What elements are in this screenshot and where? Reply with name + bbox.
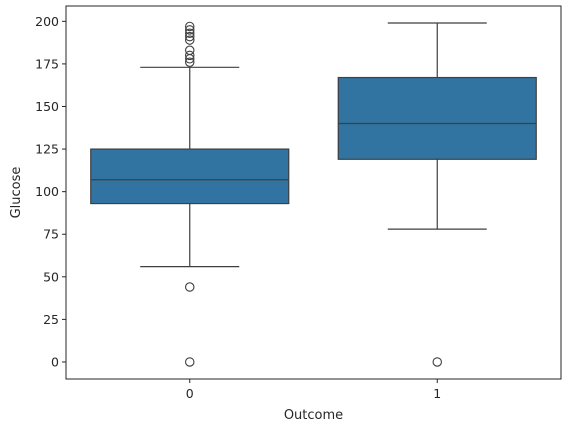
outlier-point bbox=[185, 28, 195, 39]
outlier-point bbox=[185, 21, 195, 32]
box-group-1 bbox=[337, 22, 537, 367]
outlier-point bbox=[185, 35, 195, 45]
x-tick-label: 1 bbox=[433, 386, 441, 401]
outlier-point bbox=[185, 31, 195, 42]
y-tick-label: 125 bbox=[35, 142, 59, 157]
box bbox=[90, 148, 290, 205]
x-tick-label: 0 bbox=[186, 386, 194, 401]
y-axis-title: Glucose bbox=[9, 167, 24, 219]
outlier-point bbox=[185, 357, 195, 367]
outlier-point bbox=[185, 50, 195, 61]
y-tick-label: 200 bbox=[35, 14, 59, 29]
outlier-point bbox=[185, 57, 195, 67]
y-tick-label: 100 bbox=[35, 184, 59, 199]
y-tick-label: 0 bbox=[51, 354, 59, 369]
y-tick-label: 25 bbox=[43, 312, 59, 327]
outlier-point bbox=[185, 25, 195, 35]
y-axis: 0 25 50 75 100 125 150 175 200 bbox=[35, 14, 66, 369]
y-tick-label: 175 bbox=[35, 56, 59, 71]
axes-frame bbox=[65, 5, 562, 380]
plot-area bbox=[90, 21, 537, 367]
box bbox=[337, 76, 537, 160]
outlier-point bbox=[432, 357, 442, 367]
y-tick-label: 75 bbox=[43, 227, 59, 242]
outlier-point bbox=[185, 282, 195, 292]
x-axis-title: Outcome bbox=[284, 408, 343, 423]
y-tick-label: 150 bbox=[35, 99, 59, 114]
y-tick-label: 50 bbox=[43, 269, 59, 284]
box-group-0 bbox=[90, 21, 290, 367]
outlier-point bbox=[185, 45, 195, 56]
